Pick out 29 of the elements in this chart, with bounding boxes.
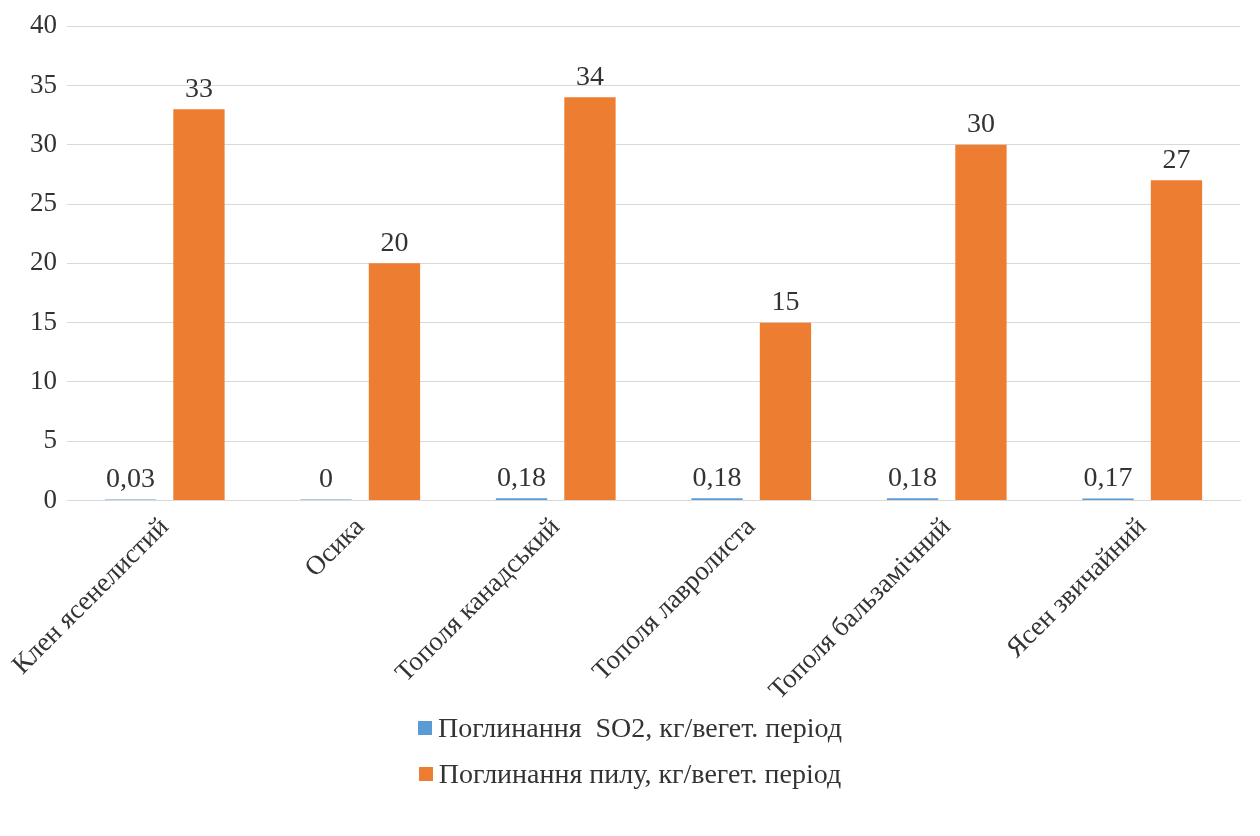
- bar: [564, 97, 616, 500]
- data-label: 0,18: [497, 460, 547, 492]
- data-label: 0,18: [692, 460, 742, 492]
- bar: [368, 263, 421, 500]
- y-tick-label: 20: [30, 246, 57, 277]
- y-tick-label: 5: [43, 424, 57, 455]
- y-tick-label: 10: [30, 365, 57, 395]
- y-tick-label: 25: [30, 187, 57, 218]
- data-label: 0: [319, 461, 334, 493]
- data-label: 30: [966, 107, 995, 139]
- data-label: 27: [1162, 142, 1191, 174]
- y-tick-label: 15: [30, 305, 57, 336]
- data-label: 0,03: [106, 461, 156, 493]
- data-label: 0,17: [1083, 460, 1133, 492]
- data-label: 20: [380, 225, 409, 257]
- y-tick-label: 40: [30, 9, 57, 40]
- y-tick-label: 35: [30, 68, 57, 99]
- data-label: 34: [575, 59, 604, 91]
- legend-label: Поглинання SO2, кг/вегет. період: [438, 712, 842, 744]
- y-tick-label: 0: [43, 483, 57, 514]
- data-label: 15: [771, 284, 800, 316]
- bar: [1150, 180, 1203, 500]
- legend-label: Поглинання пилу, кг/вегет. період: [438, 758, 842, 790]
- data-label: 0,18: [888, 460, 938, 492]
- bar: [759, 322, 812, 500]
- bar: [955, 144, 1007, 500]
- y-tick-label: 30: [30, 127, 57, 158]
- bar: [173, 109, 225, 500]
- data-label: 33: [184, 71, 213, 103]
